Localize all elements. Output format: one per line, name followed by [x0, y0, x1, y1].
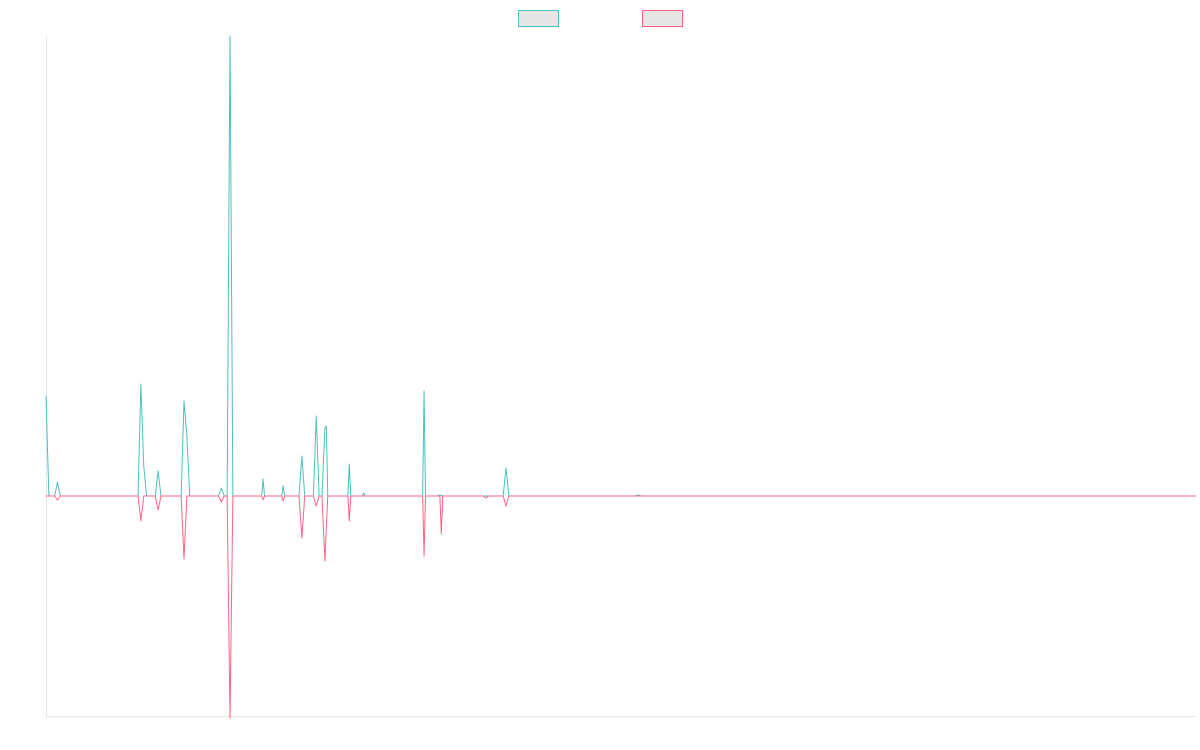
- series-line-2: [46, 495, 1196, 719]
- legend: [518, 10, 683, 27]
- series-line-1: [45, 35, 1196, 497]
- legend-swatch-1[interactable]: [518, 10, 559, 27]
- series-group: [45, 35, 1196, 719]
- legend-swatch-2[interactable]: [642, 10, 683, 27]
